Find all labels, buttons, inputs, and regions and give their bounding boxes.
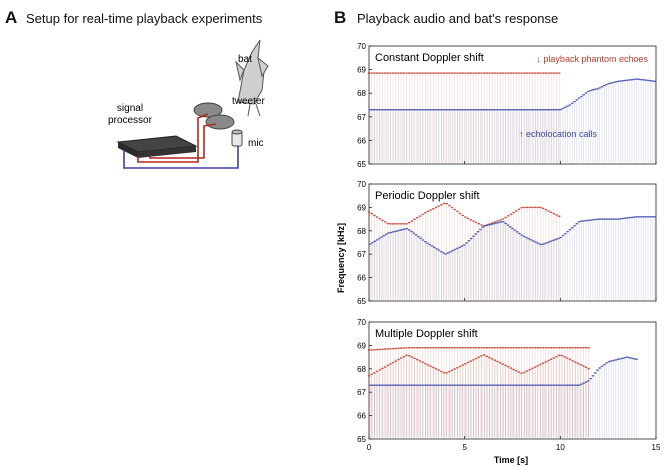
cable-to-tweeter-2 [149,123,217,159]
spectrogram-panel: 65 66 67 68 69 70 Constant Doppler shift ↓ play… [357,42,657,169]
signal-processor-box [116,135,198,158]
panel-title: Periodic Doppler shift [375,190,480,202]
cable-to-tweeter [137,113,209,163]
y-tick-label: 69 [357,66,366,75]
y-tick-label: 69 [357,203,366,212]
signal-processor-label-1: signal [117,103,143,114]
annotation-calls: ↑ echolocation calls [519,129,598,139]
y-tick-label: 67 [357,250,366,259]
panel-title: Multiple Doppler shift [375,328,478,340]
y-tick-label: 70 [357,180,366,189]
y-tick-label: 65 [357,160,366,169]
bat-illustration [235,39,269,117]
plot-frame [368,321,657,440]
panel-a-letter: A [5,8,18,27]
plot-frame [368,183,657,302]
spectrogram-panel: 65 66 67 68 69 70 0 5 10 15 Multiple Doppler shift [357,318,661,452]
y-tick-label: 68 [357,365,366,374]
y-tick-label: 66 [357,274,366,283]
mic-illustration [231,129,243,147]
spectrogram-panel: 65 66 67 68 69 70 Periodic Doppler shift [357,180,657,306]
y-tick-label: 69 [357,341,366,350]
signal-processor-label-2: processor [108,115,153,126]
x-tick-label: 15 [652,443,661,452]
y-tick-label: 65 [357,297,366,306]
bat-label: bat [238,54,252,65]
x-tick-label: 5 [462,443,467,452]
y-tick-label: 65 [357,435,366,444]
y-tick-label: 67 [357,113,366,122]
setup-diagram: bat tweeter signal processor mic [108,39,269,169]
panel-title: Constant Doppler shift [375,52,484,64]
cable-from-mic [123,146,239,169]
y-tick-label: 66 [357,412,366,421]
plot-frame [368,45,657,165]
y-tick-label: 70 [357,42,366,51]
mic-label: mic [248,138,264,149]
y-tick-label: 68 [357,227,366,236]
panel-a-title: Setup for real-time playback experiments [26,11,263,26]
y-tick-label: 68 [357,89,366,98]
tweeter-label: tweeter [232,96,265,107]
x-tick-label: 0 [367,443,372,452]
panel-b-title: Playback audio and bat's response [357,11,559,26]
x-axis-label: Time [s] [494,455,528,465]
x-tick-label: 10 [556,443,565,452]
y-tick-label: 70 [357,318,366,327]
y-axis-label: Frequency [kHz] [336,223,346,293]
y-tick-label: 67 [357,388,366,397]
spectrogram-plots: 65 66 67 68 69 70 Constant Doppler shift ↓ play… [357,42,661,452]
tweeter-speakers [193,102,235,130]
annotation-echoes: ↓ playback phantom echoes [536,54,648,64]
panel-b-letter: B [334,8,347,27]
y-tick-label: 66 [357,136,366,145]
